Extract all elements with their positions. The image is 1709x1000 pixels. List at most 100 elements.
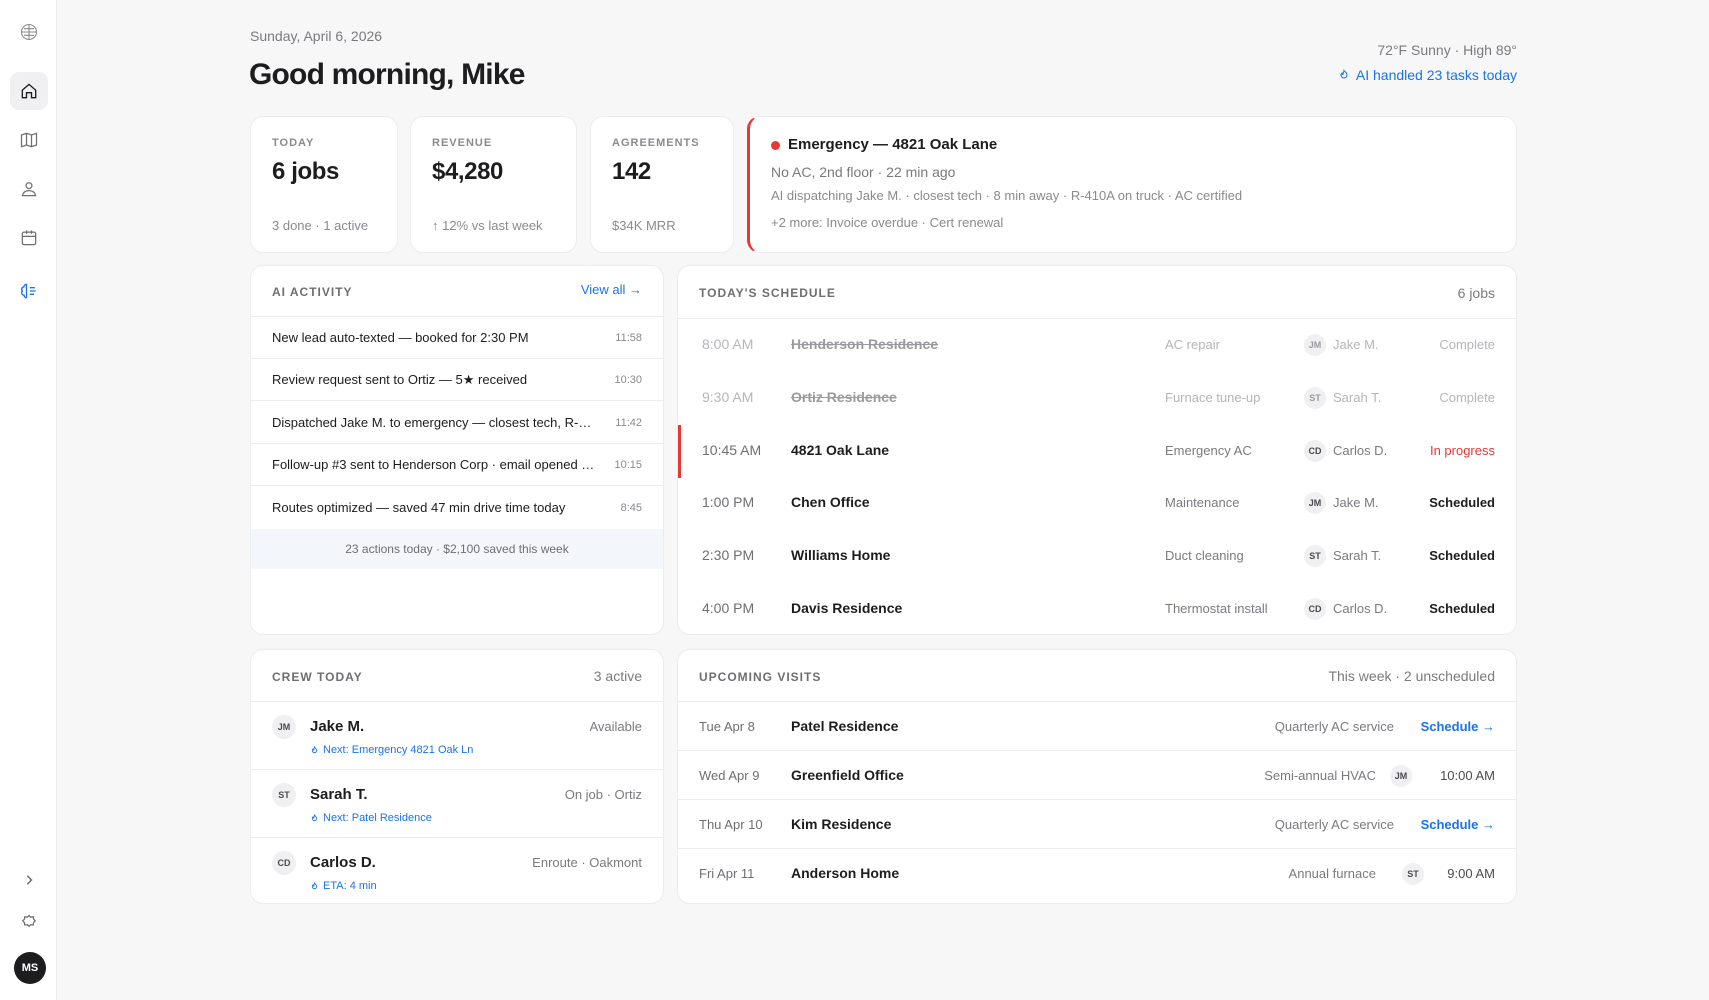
crew-member-row[interactable]: ST Sarah T. On job · Ortiz Next: Patel R…: [251, 770, 663, 838]
job-time: 8:00 AM: [702, 336, 754, 352]
activity-item[interactable]: Follow-up #3 sent to Henderson Corp · em…: [251, 444, 663, 486]
crew-next[interactable]: ETA: 4 min: [310, 880, 377, 892]
crew-icon[interactable]: [10, 170, 48, 208]
schedule-button[interactable]: Schedule →: [1420, 817, 1495, 832]
ai-spark-icon: [1340, 69, 1348, 79]
tech-avatar: JM: [1390, 765, 1412, 787]
logo-icon[interactable]: [10, 13, 48, 51]
view-all-link[interactable]: View all →: [580, 282, 642, 297]
schedule-row[interactable]: 4:00 PM Davis Residence Thermostat insta…: [678, 583, 1516, 634]
job-type: Maintenance: [1165, 495, 1240, 510]
weather-text: 72°F Sunny · High 89°: [1377, 42, 1517, 58]
crew-avatar: ST: [272, 783, 296, 807]
stat-sub: $34K MRR: [612, 218, 676, 233]
panel-meta: 6 jobs: [1457, 285, 1495, 301]
panel-meta: 3 active: [593, 668, 642, 684]
activity-item[interactable]: Routes optimized — saved 47 min drive ti…: [251, 487, 663, 529]
tech-name: Carlos D.: [1333, 601, 1388, 616]
home-icon[interactable]: [10, 72, 48, 110]
stat-value: $4,280: [432, 158, 504, 185]
job-time: 1:00 PM: [702, 494, 755, 510]
alert-dot-icon: [771, 141, 780, 150]
ai-brain-icon[interactable]: [10, 272, 48, 310]
panel-title: UPCOMING VISITS: [699, 670, 822, 684]
visit-row[interactable]: Wed Apr 9 Greenfield Office Semi-annual …: [678, 751, 1516, 800]
job-time: 9:30 AM: [702, 389, 754, 405]
crew-member-row[interactable]: JM Jake M. Available Next: Emergency 482…: [251, 702, 663, 770]
tech-avatar: JM: [1304, 492, 1326, 514]
emergency-dispatch: AI dispatching Jake M. · closest tech · …: [771, 188, 1243, 203]
stat-sub: ↑ 12% vs last week: [432, 218, 543, 233]
crew-next[interactable]: Next: Patel Residence: [310, 812, 432, 824]
crew-status: On job · Ortiz: [564, 787, 642, 802]
panel-title: AI ACTIVITY: [272, 285, 353, 299]
crew-status: Available: [589, 719, 642, 734]
activity-text: New lead auto-texted — booked for 2:30 P…: [272, 330, 529, 345]
activity-text: Dispatched Jake M. to emergency — closes…: [272, 415, 597, 430]
panel-header: TODAY'S SCHEDULE 6 jobs: [678, 266, 1516, 319]
visit-date: Fri Apr 11: [699, 866, 755, 881]
ai-activity-panel: AI ACTIVITY View all → New lead auto-tex…: [250, 265, 664, 635]
panel-header: CREW TODAY 3 active: [251, 650, 663, 702]
sidebar: MS: [0, 0, 57, 1000]
panel-title: CREW TODAY: [272, 670, 363, 684]
visit-row[interactable]: Tue Apr 8 Patel Residence Quarterly AC s…: [678, 702, 1516, 751]
stat-card-today[interactable]: TODAY 6 jobs 3 done · 1 active: [250, 116, 398, 253]
emergency-alert-card[interactable]: Emergency — 4821 Oak Lane No AC, 2nd flo…: [747, 116, 1517, 253]
activity-text: Review request sent to Ortiz — 5★ receiv…: [272, 372, 528, 387]
panel-meta: This week · 2 unscheduled: [1328, 668, 1495, 684]
emergency-more: +2 more: Invoice overdue · Cert renewal: [771, 215, 1004, 230]
visit-row[interactable]: Fri Apr 11 Anderson Home Annual furnace …: [678, 849, 1516, 898]
crew-name: Sarah T.: [310, 786, 368, 803]
stat-card-revenue[interactable]: REVENUE $4,280 ↑ 12% vs last week: [410, 116, 577, 253]
job-time: 4:00 PM: [702, 600, 755, 616]
schedule-row[interactable]: 2:30 PM Williams Home Duct cleaning ST S…: [678, 530, 1516, 583]
schedule-row[interactable]: 8:00 AM Henderson Residence AC repair JM…: [678, 319, 1516, 372]
panel-header: AI ACTIVITY View all →: [251, 266, 663, 317]
visit-name: Anderson Home: [791, 865, 900, 881]
map-icon[interactable]: [10, 121, 48, 159]
crew-next-label: Next: Patel Residence: [323, 812, 432, 824]
tech-name: Jake M.: [1333, 495, 1379, 510]
visit-time: 9:00 AM: [1447, 866, 1495, 881]
schedule-row[interactable]: 9:30 AM Ortiz Residence Furnace tune-up …: [678, 372, 1516, 425]
crew-panel: CREW TODAY 3 active JM Jake M. Available…: [250, 649, 664, 904]
ai-spark-icon: [311, 745, 318, 753]
calendar-icon[interactable]: [10, 219, 48, 257]
ai-spark-icon: [311, 881, 318, 889]
settings-icon[interactable]: [10, 904, 48, 942]
job-status: Complete: [1439, 390, 1495, 405]
tech-avatar: CD: [1304, 440, 1326, 462]
crew-member-row[interactable]: CD Carlos D. Enroute · Oakmont ETA: 4 mi…: [251, 838, 663, 903]
schedule-row[interactable]: 1:00 PM Chen Office Maintenance JM Jake …: [678, 477, 1516, 530]
crew-avatar: CD: [272, 851, 296, 875]
ai-handled-link[interactable]: AI handled 23 tasks today: [1338, 67, 1517, 83]
activity-item[interactable]: New lead auto-texted — booked for 2:30 P…: [251, 317, 663, 359]
expand-chevron-icon[interactable]: [10, 861, 48, 899]
activity-time: 8:45: [620, 502, 642, 514]
avatar[interactable]: MS: [14, 952, 46, 984]
crew-avatar: JM: [272, 715, 296, 739]
activity-item[interactable]: Dispatched Jake M. to emergency — closes…: [251, 402, 663, 444]
schedule-button[interactable]: Schedule →: [1420, 719, 1495, 734]
visit-row[interactable]: Thu Apr 10 Kim Residence Quarterly AC se…: [678, 800, 1516, 849]
emergency-title: Emergency — 4821 Oak Lane: [788, 136, 998, 153]
tech-avatar: CD: [1304, 598, 1326, 620]
stat-sub: 3 done · 1 active: [272, 218, 369, 233]
emergency-detail: No AC, 2nd floor · 22 min ago: [771, 164, 956, 180]
job-name: Davis Residence: [791, 600, 903, 616]
job-name: Chen Office: [791, 494, 870, 510]
job-time: 10:45 AM: [702, 442, 762, 458]
schedule-row[interactable]: 10:45 AM 4821 Oak Lane Emergency AC CD C…: [678, 425, 1516, 478]
crew-next[interactable]: Next: Emergency 4821 Oak Ln: [310, 744, 473, 756]
visit-date: Thu Apr 10: [699, 817, 763, 832]
job-name: Williams Home: [791, 547, 891, 563]
tech-avatar: ST: [1304, 387, 1326, 409]
tech-name: Jake M.: [1333, 337, 1379, 352]
stat-card-agreements[interactable]: AGREEMENTS 142 $34K MRR: [590, 116, 734, 253]
tech-name: Sarah T.: [1333, 390, 1382, 405]
activity-item[interactable]: Review request sent to Ortiz — 5★ receiv…: [251, 359, 663, 401]
stat-label: TODAY: [272, 137, 315, 149]
ai-spark-icon: [311, 813, 318, 821]
ai-handled-label: AI handled 23 tasks today: [1355, 67, 1517, 83]
